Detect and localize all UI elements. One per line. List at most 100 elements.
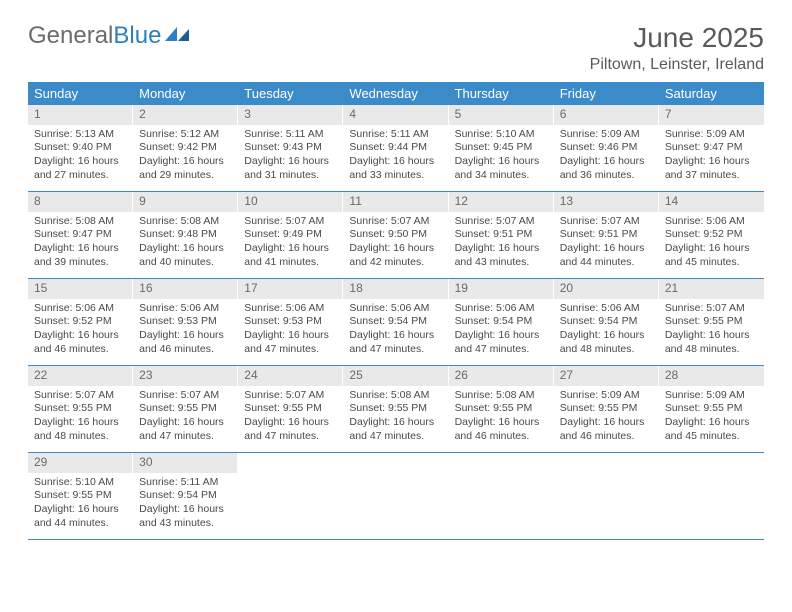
dow-header: Wednesday	[343, 82, 448, 105]
sunrise-value: 5:10 AM	[75, 476, 114, 488]
sunset-label: Sunset:	[244, 315, 283, 327]
calendar-day: 4Sunrise: 5:11 AMSunset: 9:44 PMDaylight…	[343, 105, 448, 191]
sunset-value: 9:47 PM	[703, 141, 742, 153]
daylight-line: Daylight: 16 hours and 45 minutes.	[665, 416, 758, 443]
day-number: 13	[554, 192, 659, 212]
sunset-label: Sunset:	[139, 228, 178, 240]
sunset-value: 9:54 PM	[598, 315, 637, 327]
week-row: 1Sunrise: 5:13 AMSunset: 9:40 PMDaylight…	[28, 105, 764, 192]
daylight-label: Daylight:	[34, 503, 78, 515]
sunrise-value: 5:06 AM	[75, 302, 114, 314]
day-body: Sunrise: 5:08 AMSunset: 9:55 PMDaylight:…	[343, 386, 448, 450]
day-number: 15	[28, 279, 133, 299]
sunset-value: 9:52 PM	[73, 315, 112, 327]
calendar-day	[554, 453, 659, 539]
sunrise-label: Sunrise:	[139, 215, 180, 227]
daylight-line: Daylight: 16 hours and 47 minutes.	[455, 329, 548, 356]
sunset-line: Sunset: 9:54 PM	[560, 315, 653, 329]
day-number: 25	[343, 366, 448, 386]
daylight-label: Daylight:	[34, 242, 78, 254]
sunset-value: 9:48 PM	[178, 228, 217, 240]
sunset-line: Sunset: 9:44 PM	[349, 141, 442, 155]
sunrise-label: Sunrise:	[139, 476, 180, 488]
brand-part1: General	[28, 22, 113, 50]
sunset-value: 9:53 PM	[283, 315, 322, 327]
location-label: Piltown, Leinster, Ireland	[590, 56, 764, 74]
sunrise-value: 5:07 AM	[496, 215, 535, 227]
sunrise-value: 5:07 AM	[286, 389, 325, 401]
calendar-day	[238, 453, 343, 539]
daylight-label: Daylight:	[349, 242, 393, 254]
sunset-line: Sunset: 9:46 PM	[560, 141, 653, 155]
sunset-label: Sunset:	[139, 489, 178, 501]
daylight-line: Daylight: 16 hours and 47 minutes.	[244, 416, 337, 443]
sunset-value: 9:55 PM	[598, 402, 637, 414]
sunset-value: 9:55 PM	[703, 315, 742, 327]
sunrise-value: 5:08 AM	[496, 389, 535, 401]
sunset-label: Sunset:	[34, 315, 73, 327]
day-number: 5	[449, 105, 554, 125]
daylight-label: Daylight:	[139, 503, 183, 515]
sunrise-line: Sunrise: 5:08 AM	[34, 215, 127, 229]
sunrise-line: Sunrise: 5:09 AM	[665, 389, 758, 403]
sunrise-value: 5:09 AM	[706, 128, 745, 140]
sunset-label: Sunset:	[455, 141, 494, 153]
sunrise-value: 5:08 AM	[181, 215, 220, 227]
sunset-label: Sunset:	[244, 228, 283, 240]
sunset-value: 9:55 PM	[178, 402, 217, 414]
sunset-label: Sunset:	[560, 402, 599, 414]
sunset-line: Sunset: 9:55 PM	[244, 402, 337, 416]
daylight-label: Daylight:	[244, 155, 288, 167]
daylight-label: Daylight:	[665, 155, 709, 167]
sunset-line: Sunset: 9:51 PM	[560, 228, 653, 242]
sunrise-label: Sunrise:	[139, 128, 180, 140]
sunrise-line: Sunrise: 5:09 AM	[665, 128, 758, 142]
sunrise-line: Sunrise: 5:09 AM	[560, 389, 653, 403]
daylight-line: Daylight: 16 hours and 39 minutes.	[34, 242, 127, 269]
calendar-day: 18Sunrise: 5:06 AMSunset: 9:54 PMDayligh…	[343, 279, 448, 365]
sunset-value: 9:50 PM	[388, 228, 427, 240]
sunset-value: 9:55 PM	[388, 402, 427, 414]
calendar-day	[659, 453, 764, 539]
dow-header: Sunday	[28, 82, 133, 105]
brand-logo: GeneralBlue	[28, 22, 191, 50]
daylight-line: Daylight: 16 hours and 31 minutes.	[244, 155, 337, 182]
daylight-line: Daylight: 16 hours and 29 minutes.	[139, 155, 232, 182]
sunset-line: Sunset: 9:54 PM	[455, 315, 548, 329]
sunrise-label: Sunrise:	[349, 128, 390, 140]
flag-icon	[165, 22, 191, 50]
daylight-line: Daylight: 16 hours and 40 minutes.	[139, 242, 232, 269]
daylight-line: Daylight: 16 hours and 43 minutes.	[139, 503, 232, 530]
sunrise-value: 5:11 AM	[181, 476, 219, 488]
sunrise-line: Sunrise: 5:11 AM	[139, 476, 232, 490]
sunrise-label: Sunrise:	[34, 302, 75, 314]
sunrise-line: Sunrise: 5:06 AM	[34, 302, 127, 316]
calendar-day: 26Sunrise: 5:08 AMSunset: 9:55 PMDayligh…	[449, 366, 554, 452]
sunrise-line: Sunrise: 5:08 AM	[139, 215, 232, 229]
calendar-day	[343, 453, 448, 539]
daylight-line: Daylight: 16 hours and 47 minutes.	[244, 329, 337, 356]
daylight-line: Daylight: 16 hours and 36 minutes.	[560, 155, 653, 182]
sunset-value: 9:44 PM	[388, 141, 427, 153]
sunset-value: 9:47 PM	[73, 228, 112, 240]
sunrise-value: 5:07 AM	[391, 215, 430, 227]
sunset-label: Sunset:	[665, 228, 704, 240]
dow-header: Saturday	[659, 82, 764, 105]
day-body: Sunrise: 5:07 AMSunset: 9:51 PMDaylight:…	[449, 212, 554, 276]
day-number: 1	[28, 105, 133, 125]
dow-header: Monday	[133, 82, 238, 105]
sunrise-label: Sunrise:	[34, 215, 75, 227]
daylight-line: Daylight: 16 hours and 45 minutes.	[665, 242, 758, 269]
sunrise-line: Sunrise: 5:08 AM	[349, 389, 442, 403]
sunrise-value: 5:06 AM	[601, 302, 640, 314]
sunset-line: Sunset: 9:55 PM	[349, 402, 442, 416]
daylight-line: Daylight: 16 hours and 33 minutes.	[349, 155, 442, 182]
calendar-day: 10Sunrise: 5:07 AMSunset: 9:49 PMDayligh…	[238, 192, 343, 278]
sunset-line: Sunset: 9:52 PM	[665, 228, 758, 242]
sunrise-line: Sunrise: 5:06 AM	[139, 302, 232, 316]
sunset-value: 9:40 PM	[73, 141, 112, 153]
daylight-label: Daylight:	[34, 329, 78, 341]
daylight-label: Daylight:	[665, 242, 709, 254]
sunrise-label: Sunrise:	[665, 215, 706, 227]
sunset-label: Sunset:	[560, 315, 599, 327]
